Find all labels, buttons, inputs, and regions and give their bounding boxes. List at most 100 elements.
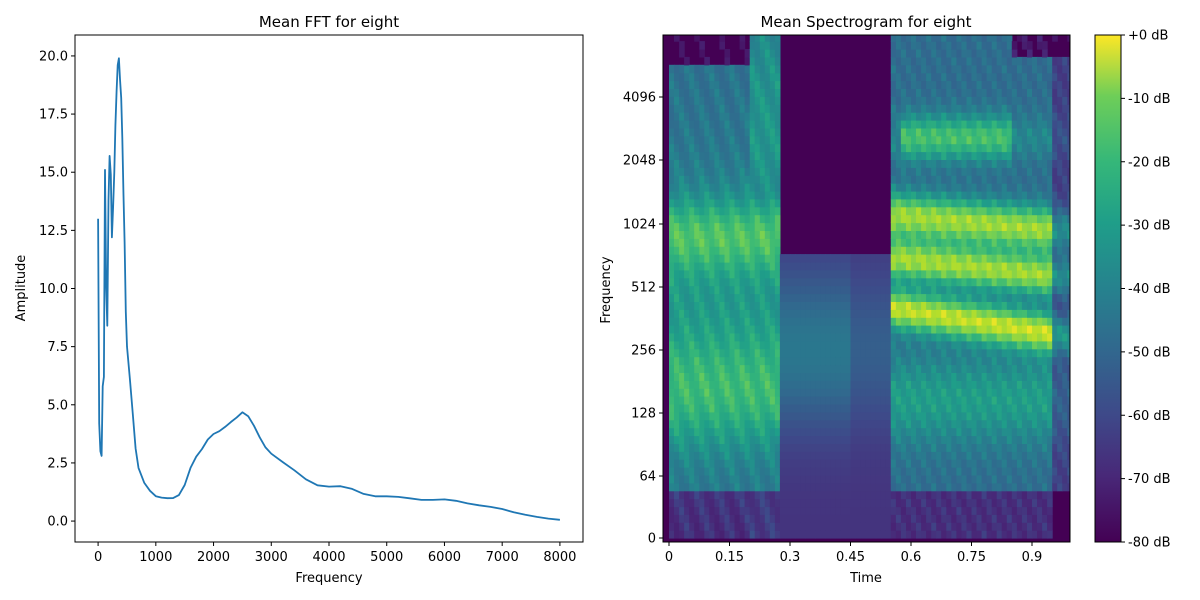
spectrogram-cell — [1037, 206, 1043, 216]
spectrogram-cell — [926, 380, 932, 389]
spectrogram-cell — [1052, 214, 1058, 224]
spectrogram-cell — [926, 498, 932, 508]
spectrogram-cell — [714, 167, 720, 176]
spectrogram-cell — [860, 293, 867, 302]
spectrogram-cell — [885, 530, 892, 539]
spectrogram-cell — [1067, 190, 1070, 200]
spectrogram-cell — [996, 348, 1003, 358]
spectrogram-cell — [1072, 436, 1078, 445]
spectrogram-cell — [870, 325, 877, 334]
spectrogram-cell — [941, 530, 947, 539]
spectrogram-cell — [754, 120, 761, 129]
spectrogram-cell — [850, 380, 857, 389]
spectrogram-cell — [1072, 159, 1078, 168]
spectrogram-cell — [890, 151, 897, 160]
spectrogram-cell — [820, 403, 826, 413]
spectrogram-cell — [754, 159, 761, 168]
spectrogram-cell — [815, 364, 821, 373]
spectrogram-cell — [669, 72, 675, 82]
spectrogram-cell — [729, 72, 736, 82]
spectrogram-cell — [845, 254, 852, 263]
spectrogram-cell — [971, 261, 978, 271]
spectrogram-cell — [1001, 285, 1008, 295]
spectrogram-cell — [991, 127, 998, 137]
spectrogram-cell — [1057, 127, 1063, 137]
spectrogram-cell — [996, 80, 1003, 89]
spectrogram-cell — [991, 88, 998, 97]
spectrogram-cell — [911, 254, 917, 263]
spectrogram-cell — [734, 135, 741, 145]
spectrogram-cell — [875, 285, 882, 295]
spectrogram-cell — [855, 261, 862, 271]
spectrogram-cell — [820, 364, 826, 373]
spectrogram-cell — [689, 104, 695, 113]
spectrogram-cell — [795, 474, 801, 484]
spectrogram-cell — [759, 356, 766, 366]
spectrogram-cell — [764, 159, 771, 168]
spectrogram-cell — [709, 159, 715, 168]
spectrogram-cell — [800, 261, 806, 271]
spectrogram-cell — [946, 293, 952, 302]
spectrogram-cell — [790, 364, 796, 373]
spectrogram-cell — [1001, 269, 1008, 279]
spectrogram-cell — [714, 127, 720, 137]
spectrogram-cell — [961, 522, 967, 531]
spectrogram-cell — [880, 482, 887, 492]
spectrogram-cell — [1062, 482, 1068, 492]
spectrogram-cell — [971, 277, 978, 287]
spectrogram-cell — [991, 522, 998, 531]
spectrogram-cell — [709, 143, 715, 153]
spectrogram-cell — [805, 348, 811, 358]
spectrogram-cell — [684, 340, 690, 350]
spectrogram-cell — [1037, 214, 1043, 224]
spectrogram-cell — [815, 419, 821, 429]
spectrogram-cell — [1047, 238, 1053, 247]
spectrogram-cell — [754, 364, 761, 373]
spectrogram-cell — [926, 459, 932, 468]
spectrogram-cell — [1027, 206, 1033, 216]
spectrogram-cell — [926, 277, 932, 287]
spectrogram-cell — [1042, 301, 1048, 310]
spectrogram-cell — [704, 159, 710, 168]
spectrogram-cell — [855, 474, 862, 484]
spectrogram-cell — [906, 159, 912, 168]
spectrogram-cell — [779, 482, 786, 492]
spectrogram-cell — [769, 135, 776, 145]
spectrogram-cell — [981, 143, 988, 153]
spectrogram-cell — [1001, 254, 1008, 263]
spectrogram-cell — [724, 325, 731, 334]
spectrogram-cell — [880, 403, 887, 413]
spectrogram-cell — [865, 522, 872, 531]
spectrogram-cell — [1016, 498, 1023, 508]
spectrogram-cell — [674, 261, 680, 271]
spectrogram-cell — [1021, 514, 1028, 523]
spectrogram-cell — [744, 135, 751, 145]
spectrogram-cell — [744, 285, 751, 295]
spectrogram-cell — [880, 348, 887, 358]
spectrogram-cell — [785, 506, 791, 515]
spectrogram-cell — [769, 127, 776, 137]
spectrogram-cell — [699, 183, 705, 192]
spectrogram-cell — [759, 459, 766, 468]
spectrogram-cell — [739, 143, 746, 153]
spectrogram-cell — [1062, 120, 1068, 129]
spectrogram-cell — [956, 175, 962, 184]
spectrogram-cell — [890, 530, 897, 539]
spectrogram-cell — [724, 522, 731, 531]
spectrogram-cell — [875, 411, 882, 421]
spectrogram-cell — [1072, 317, 1078, 326]
spectrogram-cell — [1016, 372, 1023, 381]
spectrogram-cell — [709, 419, 715, 429]
spectrogram-cell — [674, 151, 680, 160]
spectrogram-cell — [966, 340, 973, 350]
spectrogram-cell — [754, 104, 761, 113]
spectrogram-cell — [1006, 317, 1013, 326]
spectrogram-cell — [815, 396, 821, 405]
spectrogram-cell — [981, 506, 988, 515]
spectrogram-cell — [946, 198, 952, 208]
spectrogram-cell — [961, 277, 967, 287]
spectrogram-cell — [1042, 530, 1048, 539]
spectrogram-cell — [991, 206, 998, 216]
spectrogram-cell — [1016, 127, 1023, 137]
spectrogram-cell — [1067, 238, 1070, 247]
